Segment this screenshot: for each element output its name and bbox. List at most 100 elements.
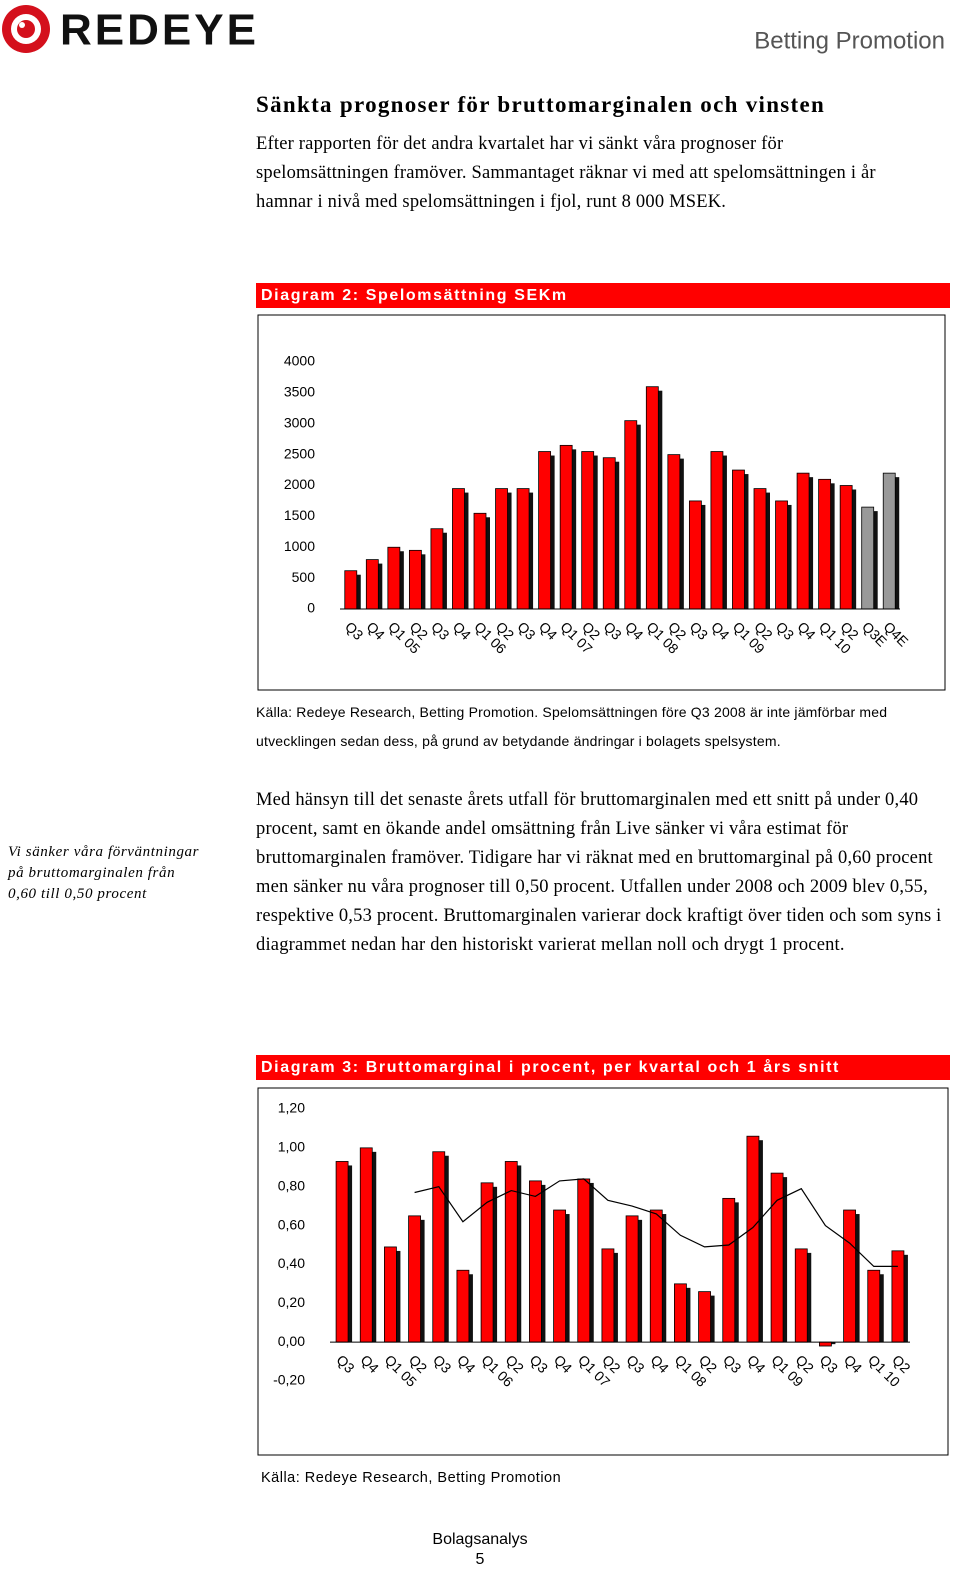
x-tick-label: Q3	[428, 618, 453, 643]
bar	[698, 1291, 711, 1343]
logo-glint	[19, 22, 25, 28]
footer-label: Bolagsanalys	[432, 1531, 527, 1548]
paragraph: Efter rapporten för det andra kvartalet …	[256, 134, 876, 212]
x-tick-label: Q3	[687, 618, 712, 643]
bar	[819, 1341, 832, 1347]
bar	[688, 500, 702, 610]
section-heading: Sänkta prognoser för bruttomarginalen oc…	[256, 92, 826, 117]
x-tick-label: Q3	[430, 1352, 455, 1377]
bar	[601, 1248, 615, 1343]
bar	[794, 1248, 808, 1343]
y-tick-label: 0,60	[278, 1216, 305, 1232]
chart-title: Diagram 3: Bruttomarginal i procent, per…	[261, 1058, 840, 1076]
x-tick-label: Q4	[708, 618, 733, 643]
bar	[581, 451, 595, 610]
chart-frame	[257, 1087, 949, 1456]
x-tick-label: Q3	[600, 618, 625, 643]
bar	[480, 1182, 494, 1343]
x-tick-label: Q4	[648, 1352, 673, 1377]
bar	[843, 1209, 856, 1343]
y-tick-label: 0,20	[278, 1294, 305, 1310]
bar	[722, 1197, 736, 1343]
x-tick-label: Q4	[622, 618, 647, 643]
y-tick-label: 0,80	[278, 1177, 305, 1193]
y-tick-label: 1,00	[278, 1139, 305, 1155]
chart-title-bar	[256, 283, 950, 308]
y-tick-label: 2500	[284, 445, 315, 461]
bar	[387, 546, 401, 610]
x-tick-label: Q4	[744, 1352, 769, 1377]
x-tick-label: Q3	[333, 1352, 358, 1377]
bar	[538, 451, 552, 610]
logo-pupil	[17, 20, 35, 38]
y-tick-label: 2000	[284, 476, 315, 492]
bar	[473, 512, 487, 610]
bar	[818, 478, 832, 610]
bar	[553, 1209, 566, 1343]
bar	[667, 454, 681, 610]
y-tick-label: 1,20	[278, 1100, 305, 1116]
bar	[867, 1269, 881, 1343]
page-number: 5	[476, 1551, 485, 1568]
bar	[577, 1178, 591, 1343]
bar	[645, 386, 659, 610]
x-tick-label: Q4	[358, 1352, 383, 1377]
bar	[796, 472, 810, 610]
bar	[732, 469, 745, 610]
bar	[775, 500, 788, 610]
x-tick-label: Q3	[773, 618, 798, 643]
bar	[452, 488, 465, 610]
x-tick-label: Q4E	[880, 618, 911, 649]
y-tick-label: 4000	[284, 353, 315, 369]
x-tick-label: Q3	[514, 618, 539, 643]
chart-title-bar	[256, 1055, 950, 1080]
bar	[559, 444, 573, 610]
x-tick-label: Q4	[364, 618, 389, 643]
x-tick-label: Q4	[794, 618, 819, 643]
bar	[753, 488, 767, 610]
y-tick-label: 0	[307, 600, 315, 616]
header-title: Betting Promotion	[754, 27, 945, 54]
logo-text: REDEYE	[60, 6, 259, 55]
y-tick-label: 3000	[284, 414, 315, 430]
y-tick-label: 0,40	[278, 1255, 305, 1271]
x-tick-label: Q4	[841, 1352, 866, 1377]
chart-title: Diagram 2: Spelomsättning SEKm	[261, 287, 568, 304]
bar	[430, 528, 444, 610]
sidebar-note: Vi sänker våra förväntningar på bruttoma…	[8, 844, 200, 902]
bar	[344, 570, 358, 610]
bar	[432, 1151, 446, 1343]
x-tick-label: Q4	[450, 618, 475, 643]
bar	[649, 1209, 663, 1343]
bar	[624, 420, 638, 610]
y-tick-label: 1500	[284, 507, 315, 523]
bar	[408, 1215, 421, 1343]
bar	[891, 1250, 905, 1343]
bar	[674, 1283, 687, 1343]
bar	[839, 485, 853, 610]
x-tick-label: Q3	[720, 1352, 745, 1377]
bar	[882, 472, 896, 610]
paragraph: Med hänsyn till det senaste årets utfall…	[256, 790, 942, 955]
y-tick-label: 3500	[284, 384, 315, 400]
y-tick-label: -0,20	[273, 1372, 305, 1388]
average-line	[414, 1178, 898, 1267]
bar	[602, 457, 616, 610]
bar	[861, 506, 875, 610]
bar	[495, 488, 508, 610]
bar	[408, 549, 422, 610]
x-tick-label: Q3	[527, 1352, 552, 1377]
x-tick-label: Q3	[817, 1352, 842, 1377]
x-tick-label: Q4	[536, 618, 561, 643]
bar	[516, 488, 530, 610]
bar	[504, 1161, 518, 1343]
chart-frame	[257, 314, 946, 691]
y-tick-label: 1000	[284, 538, 315, 554]
x-tick-label: Q3	[342, 618, 367, 643]
bar	[384, 1246, 397, 1343]
bar	[335, 1161, 349, 1343]
bar	[625, 1215, 639, 1343]
y-tick-label: 500	[292, 569, 316, 585]
